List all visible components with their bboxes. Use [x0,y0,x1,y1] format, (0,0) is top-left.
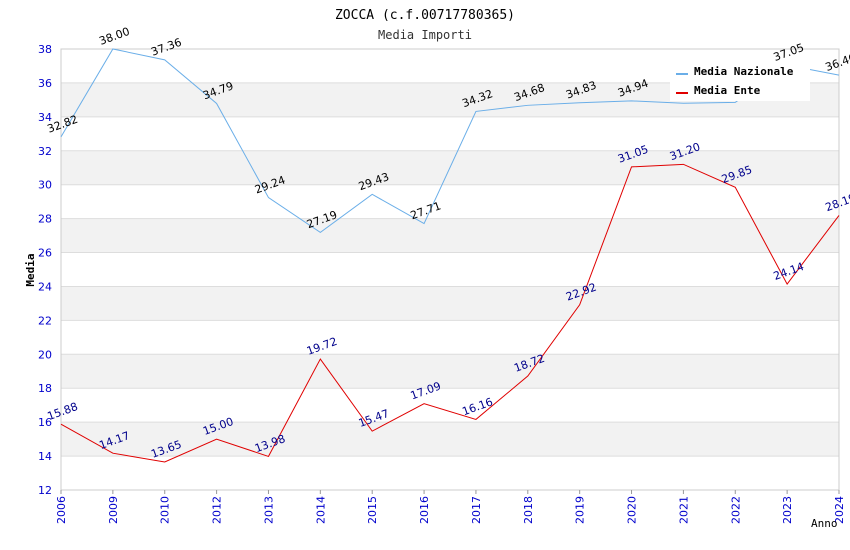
x-tick-label: 2006 [55,496,68,524]
x-tick-label: 2016 [418,496,431,524]
data-label: 38.00 [97,25,131,48]
series-line-media-nazionale [60,48,840,233]
x-tick-label: 2010 [159,496,172,524]
y-tick-label: 38 [38,43,52,56]
grid-band [61,218,839,253]
y-tick-label: 28 [38,213,52,226]
x-tick-label: 2009 [107,496,120,524]
y-tick-label: 20 [38,348,52,361]
grid-band [61,286,839,321]
legend-label-media-ente: Media Ente [694,84,761,97]
legend: Media Nazionale Media Ente [670,61,810,101]
data-label: 15.88 [46,400,80,423]
legend-label-media-nazionale: Media Nazionale [694,65,794,78]
x-tick-label: 2023 [781,496,794,524]
y-tick-label: 36 [38,77,52,90]
data-label: 36.46 [824,51,850,74]
series-lines [60,48,840,463]
y-tick-label: 16 [38,416,52,429]
data-label: 37.36 [149,36,183,59]
x-tick-label: 2017 [470,496,483,524]
y-tick-label: 32 [38,145,52,158]
x-tick-label: 2020 [626,496,639,524]
x-tick-label: 2021 [677,496,690,524]
x-tick-label: 2018 [522,496,535,524]
y-tick-label: 18 [38,382,52,395]
x-tick-label: 2015 [366,496,379,524]
series-line-media-ente [60,163,840,463]
x-tick-label: 2012 [211,496,224,524]
y-tick-label: 30 [38,179,52,192]
grid-bands [61,82,839,457]
y-tick-label: 24 [38,280,52,293]
chart-title: ZOCCA (c.f.00717780365) [335,8,515,23]
x-tick-label: 2024 [833,496,846,524]
grid-band [61,354,839,389]
x-tick-label: 2014 [314,496,327,524]
y-axis-ticks: 12 14 16 18 20 22 24 26 28 30 32 34 36 38 [38,43,52,497]
y-tick-label: 26 [38,247,52,260]
data-label: 16.16 [461,395,495,418]
data-label: 24.14 [772,260,806,283]
legend-box [670,61,810,101]
y-tick-label: 34 [38,111,52,124]
x-axis-label: Anno [811,517,838,530]
x-tick-label: 2022 [729,496,742,524]
plot-area [60,48,840,491]
x-tick-label: 2019 [574,496,587,524]
x-tick-label: 2013 [262,496,275,524]
y-tick-label: 22 [38,314,52,327]
chart-subtitle: Media Importi [378,28,472,42]
data-label: 28.19 [824,191,850,214]
y-tick-label: 14 [38,450,52,463]
x-axis-ticks: 2006 2009 2010 2012 2013 2014 2015 2016 2017 2018… [55,490,846,524]
y-axis-label: Media [24,253,37,286]
data-label: 37.05 [772,41,806,64]
y-tick-label: 12 [38,484,52,497]
